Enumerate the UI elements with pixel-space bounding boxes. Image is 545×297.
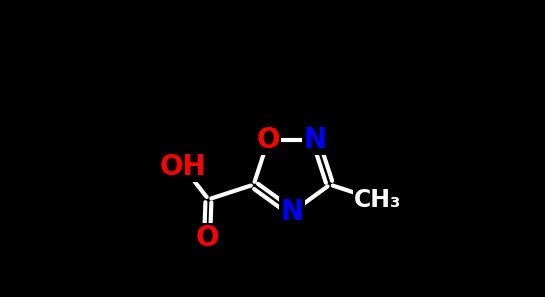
Text: N: N [304,126,327,154]
Text: O: O [257,126,280,154]
Text: CH₃: CH₃ [354,188,402,212]
Text: OH: OH [160,153,206,181]
Text: N: N [280,198,304,226]
Text: O: O [195,224,219,252]
